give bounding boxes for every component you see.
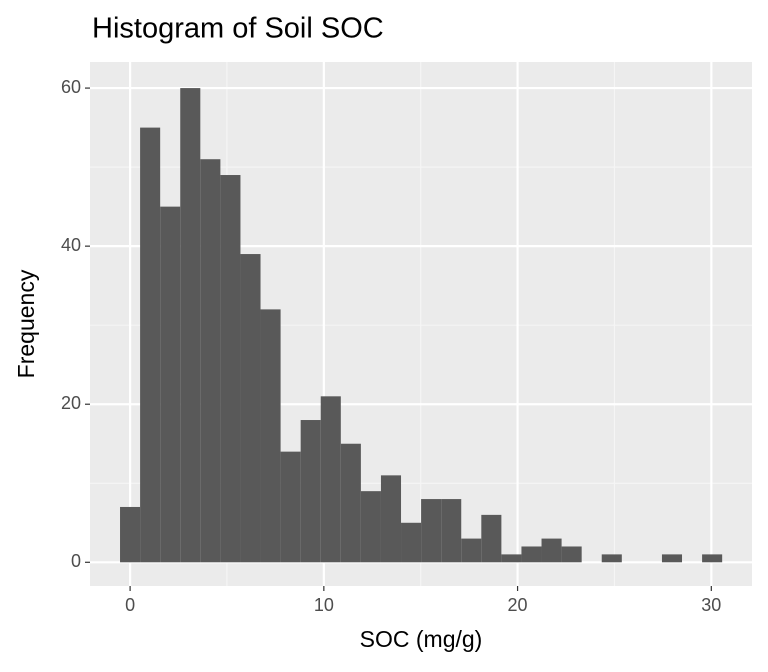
bar bbox=[320, 396, 341, 563]
y-tick-label: 60 bbox=[61, 77, 81, 97]
bar bbox=[180, 88, 201, 563]
bar bbox=[360, 491, 381, 563]
bar bbox=[240, 254, 261, 563]
y-tick-label: 40 bbox=[61, 235, 81, 255]
y-tick-label: 20 bbox=[61, 393, 81, 413]
bar bbox=[120, 506, 141, 563]
bar bbox=[461, 538, 482, 563]
bar bbox=[380, 475, 402, 563]
x-tick-label: 30 bbox=[701, 595, 721, 615]
bar bbox=[661, 554, 683, 563]
bar bbox=[220, 175, 241, 563]
bar bbox=[561, 546, 582, 563]
bar bbox=[280, 451, 301, 563]
bar bbox=[260, 309, 281, 563]
y-axis-title: Frequency bbox=[13, 269, 39, 378]
bar bbox=[702, 554, 723, 563]
x-tick-label: 0 bbox=[125, 595, 135, 615]
bar bbox=[200, 159, 221, 563]
bar bbox=[441, 499, 462, 563]
chart-title: Histogram of Soil SOC bbox=[92, 13, 384, 45]
x-tick-label: 10 bbox=[314, 595, 334, 615]
bar bbox=[300, 420, 321, 563]
bar bbox=[421, 499, 442, 563]
x-tick-label: 20 bbox=[508, 595, 528, 615]
bar bbox=[481, 514, 502, 563]
bar bbox=[160, 206, 181, 563]
bar bbox=[340, 443, 361, 563]
bar bbox=[140, 127, 161, 563]
bar bbox=[521, 546, 542, 563]
bar bbox=[401, 522, 422, 563]
bar bbox=[601, 554, 622, 563]
bar bbox=[501, 554, 522, 563]
bar bbox=[541, 538, 562, 563]
y-tick-label: 0 bbox=[71, 551, 81, 571]
x-axis-title: SOC (mg/g) bbox=[360, 626, 483, 652]
